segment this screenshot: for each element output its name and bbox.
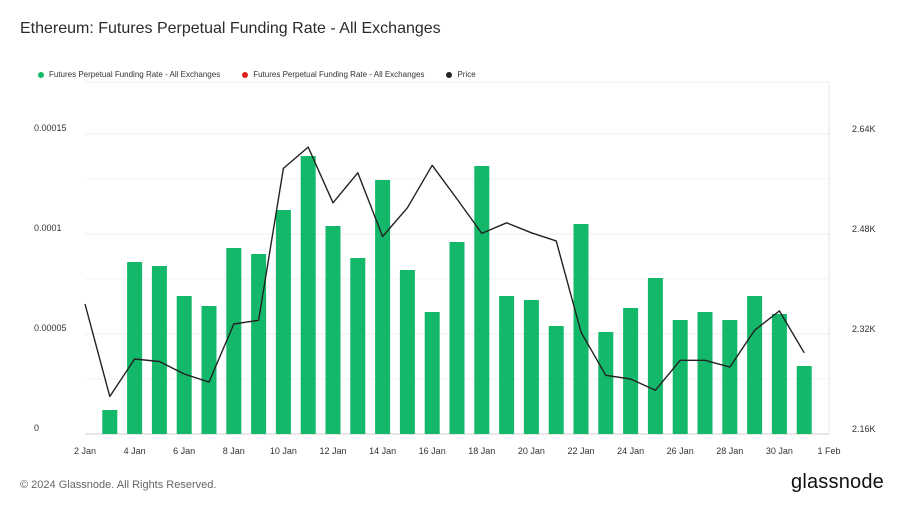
funding-bar — [151, 266, 167, 434]
funding-bar — [697, 312, 713, 434]
y-left-tick-label: 0.00005 — [34, 323, 67, 333]
funding-bar — [350, 258, 366, 434]
x-tick-label: 26 Jan — [667, 446, 694, 456]
legend: Futures Perpetual Funding Rate - All Exc… — [38, 70, 476, 79]
funding-bar — [647, 278, 663, 434]
funding-bar — [672, 320, 688, 434]
funding-bar — [399, 270, 415, 434]
price-line-path — [84, 146, 805, 398]
glassnode-logo[interactable]: glassnode — [791, 471, 884, 493]
funding-bar — [226, 248, 242, 434]
x-tick-label: 14 Jan — [369, 446, 396, 456]
funding-bar — [623, 308, 639, 434]
bar-series — [102, 156, 812, 434]
funding-bar — [127, 262, 143, 434]
x-tick-label: 10 Jan — [270, 446, 297, 456]
legend-label: Futures Perpetual Funding Rate - All Exc… — [253, 70, 425, 79]
funding-bar — [176, 296, 192, 434]
legend-item-funding-rate-green[interactable]: Futures Perpetual Funding Rate - All Exc… — [38, 70, 220, 79]
funding-bar — [796, 366, 812, 434]
y-axis-right: 2.16K 2.32K 2.48K 2.64K — [852, 124, 876, 434]
funding-bar — [499, 296, 515, 434]
funding-bar — [771, 314, 787, 434]
y-right-tick-label: 2.64K — [852, 124, 876, 134]
funding-bar — [300, 156, 316, 434]
y-right-tick-label: 2.32K — [852, 324, 876, 334]
x-tick-label: 16 Jan — [419, 446, 446, 456]
chart-title: Ethereum: Futures Perpetual Funding Rate… — [20, 20, 441, 37]
legend-label: Price — [457, 70, 476, 79]
copyright-text: © 2024 Glassnode. All Rights Reserved. — [20, 479, 217, 491]
funding-bar — [722, 320, 738, 434]
x-tick-label: 20 Jan — [518, 446, 545, 456]
y-left-tick-label: 0 — [34, 423, 39, 433]
legend-dot-black — [446, 71, 453, 78]
funding-bar — [102, 410, 118, 434]
y-right-tick-label: 2.48K — [852, 224, 876, 234]
funding-bar — [573, 224, 589, 434]
y-right-tick-label: 2.16K — [852, 424, 876, 434]
funding-bar — [747, 296, 763, 434]
legend-item-price[interactable]: Price — [446, 70, 476, 79]
funding-bar — [474, 166, 490, 434]
y-axis-left: 0 0.00005 0.0001 0.00015 — [34, 123, 67, 433]
legend-dot-green — [38, 71, 44, 78]
y-left-tick-label: 0.00015 — [34, 123, 67, 133]
funding-bar — [424, 312, 440, 434]
funding-bar — [251, 254, 267, 434]
x-tick-label: 24 Jan — [617, 446, 644, 456]
funding-bar — [275, 210, 291, 434]
funding-bar — [548, 326, 564, 434]
x-tick-label: 18 Jan — [468, 446, 495, 456]
x-tick-label: 22 Jan — [567, 446, 594, 456]
y-left-tick-label: 0.0001 — [34, 223, 62, 233]
funding-bar — [325, 226, 341, 434]
x-axis: 2 Jan 4 Jan 6 Jan 8 Jan 10 Jan 12 Jan 14 Jan 16… — [74, 446, 841, 456]
funding-bar — [598, 332, 614, 434]
x-tick-label: 1 Feb — [817, 446, 840, 456]
x-tick-label: 4 Jan — [124, 446, 146, 456]
funding-bar — [375, 180, 391, 434]
x-tick-label: 6 Jan — [173, 446, 195, 456]
legend-label: Futures Perpetual Funding Rate - All Exc… — [49, 70, 221, 79]
funding-bar — [523, 300, 539, 434]
x-tick-label: 8 Jan — [223, 446, 245, 456]
x-tick-label: 2 Jan — [74, 446, 96, 456]
funding-bar — [201, 306, 217, 434]
price-line — [84, 146, 805, 398]
x-tick-label: 30 Jan — [766, 446, 793, 456]
legend-dot-red — [242, 71, 249, 78]
funding-bar — [449, 242, 465, 434]
x-tick-label: 12 Jan — [319, 446, 346, 456]
x-tick-label: 28 Jan — [716, 446, 743, 456]
legend-item-funding-rate-red[interactable]: Futures Perpetual Funding Rate - All Exc… — [242, 70, 424, 79]
